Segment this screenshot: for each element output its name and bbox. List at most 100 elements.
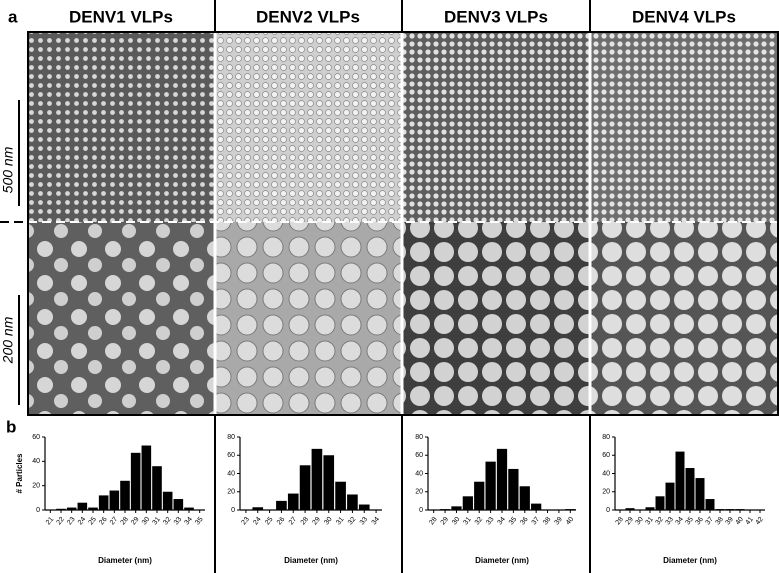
y-tick-label: 40 bbox=[227, 470, 235, 477]
micrograph bbox=[215, 222, 402, 415]
y-tick-label: 20 bbox=[415, 489, 423, 496]
scale-label: 500 nm bbox=[0, 146, 16, 193]
x-tick-label: 34 bbox=[497, 516, 507, 527]
bar bbox=[565, 509, 576, 510]
x-axis-title: Diameter (nm) bbox=[284, 556, 338, 565]
x-tick-label: 26 bbox=[276, 516, 286, 527]
bar bbox=[655, 496, 665, 510]
bar bbox=[141, 445, 152, 510]
bar bbox=[715, 509, 725, 510]
x-tick-label: 31 bbox=[152, 516, 162, 527]
bar bbox=[152, 466, 162, 510]
x-tick-label: 27 bbox=[288, 516, 298, 527]
bar bbox=[66, 507, 77, 510]
y-tick-label: 0 bbox=[419, 507, 423, 514]
bar bbox=[474, 481, 485, 510]
panel-label: a bbox=[8, 7, 18, 26]
x-tick-label: 29 bbox=[311, 516, 321, 527]
x-tick-label: 26 bbox=[98, 516, 108, 527]
x-tick-label: 27 bbox=[109, 516, 119, 527]
x-tick-label: 24 bbox=[252, 516, 262, 527]
x-tick-label: 36 bbox=[695, 516, 705, 527]
x-tick-label: 40 bbox=[735, 516, 745, 527]
micrograph bbox=[402, 32, 590, 222]
y-tick-label: 60 bbox=[32, 434, 40, 441]
y-tick-label: 20 bbox=[32, 483, 40, 490]
micrographs bbox=[0, 31, 779, 416]
bar bbox=[347, 494, 358, 510]
bar bbox=[735, 509, 745, 510]
y-tick-label: 60 bbox=[227, 452, 235, 459]
x-tick-label: 34 bbox=[371, 516, 381, 527]
x-tick-label: 23 bbox=[240, 516, 250, 527]
x-tick-label: 41 bbox=[745, 516, 755, 527]
x-tick-label: 28 bbox=[428, 516, 438, 527]
y-tick-label: 20 bbox=[227, 489, 235, 496]
x-tick-label: 31 bbox=[335, 516, 345, 527]
x-tick-label: 35 bbox=[508, 516, 518, 527]
x-tick-label: 32 bbox=[347, 516, 357, 527]
bar bbox=[162, 491, 173, 510]
bar bbox=[462, 496, 473, 510]
bar bbox=[508, 468, 519, 510]
x-tick-label: 32 bbox=[655, 516, 665, 527]
x-tick-label: 25 bbox=[88, 516, 98, 527]
scale-label: 200 nm bbox=[0, 316, 16, 364]
x-axis-title: Diameter (nm) bbox=[663, 556, 717, 565]
bar bbox=[287, 493, 299, 510]
bar bbox=[109, 490, 120, 510]
bar bbox=[358, 504, 370, 510]
y-tick-label: 40 bbox=[415, 470, 423, 477]
x-tick-label: 30 bbox=[635, 516, 645, 527]
y-tick-label: 20 bbox=[602, 489, 610, 496]
y-tick-label: 80 bbox=[602, 434, 610, 441]
bar bbox=[311, 448, 323, 510]
bar bbox=[56, 508, 66, 510]
y-tick-label: 0 bbox=[36, 507, 40, 514]
x-tick-label: 28 bbox=[120, 516, 130, 527]
x-tick-label: 34 bbox=[675, 516, 685, 527]
x-tick-label: 25 bbox=[264, 516, 274, 527]
y-tick-label: 80 bbox=[227, 434, 235, 441]
x-tick-label: 34 bbox=[184, 516, 194, 527]
x-axis-title: Diameter (nm) bbox=[475, 556, 529, 565]
bar bbox=[675, 451, 685, 510]
bar bbox=[665, 482, 675, 510]
bar bbox=[120, 480, 130, 510]
bar bbox=[725, 509, 735, 510]
x-tick-label: 37 bbox=[531, 516, 541, 527]
bar bbox=[685, 468, 695, 510]
bar bbox=[88, 507, 98, 510]
x-tick-label: 39 bbox=[553, 516, 563, 527]
y-tick-label: 0 bbox=[606, 507, 610, 514]
micrograph bbox=[28, 222, 215, 415]
x-tick-label: 35 bbox=[194, 516, 204, 527]
x-tick-label: 38 bbox=[542, 516, 552, 527]
x-tick-label: 31 bbox=[462, 516, 472, 527]
micrograph bbox=[215, 32, 402, 222]
x-tick-label: 32 bbox=[474, 516, 484, 527]
x-tick-label: 33 bbox=[485, 516, 495, 527]
bar bbox=[299, 465, 311, 510]
micrograph bbox=[590, 222, 779, 415]
x-tick-label: 33 bbox=[665, 516, 675, 527]
bar bbox=[439, 509, 451, 510]
x-tick-label: 42 bbox=[755, 516, 765, 527]
x-tick-label: 33 bbox=[359, 516, 369, 527]
column-title: DENV3 VLPs bbox=[444, 7, 548, 26]
x-tick-label: 22 bbox=[56, 516, 66, 527]
x-tick-label: 31 bbox=[645, 516, 655, 527]
y-tick-label: 40 bbox=[602, 470, 610, 477]
x-tick-label: 39 bbox=[725, 516, 735, 527]
y-axis-title: # Particles bbox=[15, 453, 24, 494]
x-tick-label: 30 bbox=[141, 516, 151, 527]
bar bbox=[184, 507, 194, 510]
y-tick-label: 80 bbox=[415, 434, 423, 441]
x-tick-label: 21 bbox=[45, 516, 55, 527]
y-tick-label: 60 bbox=[415, 452, 423, 459]
x-tick-label: 32 bbox=[162, 516, 172, 527]
bar bbox=[519, 486, 530, 510]
x-tick-label: 29 bbox=[130, 516, 140, 527]
x-tick-label: 40 bbox=[565, 516, 575, 527]
